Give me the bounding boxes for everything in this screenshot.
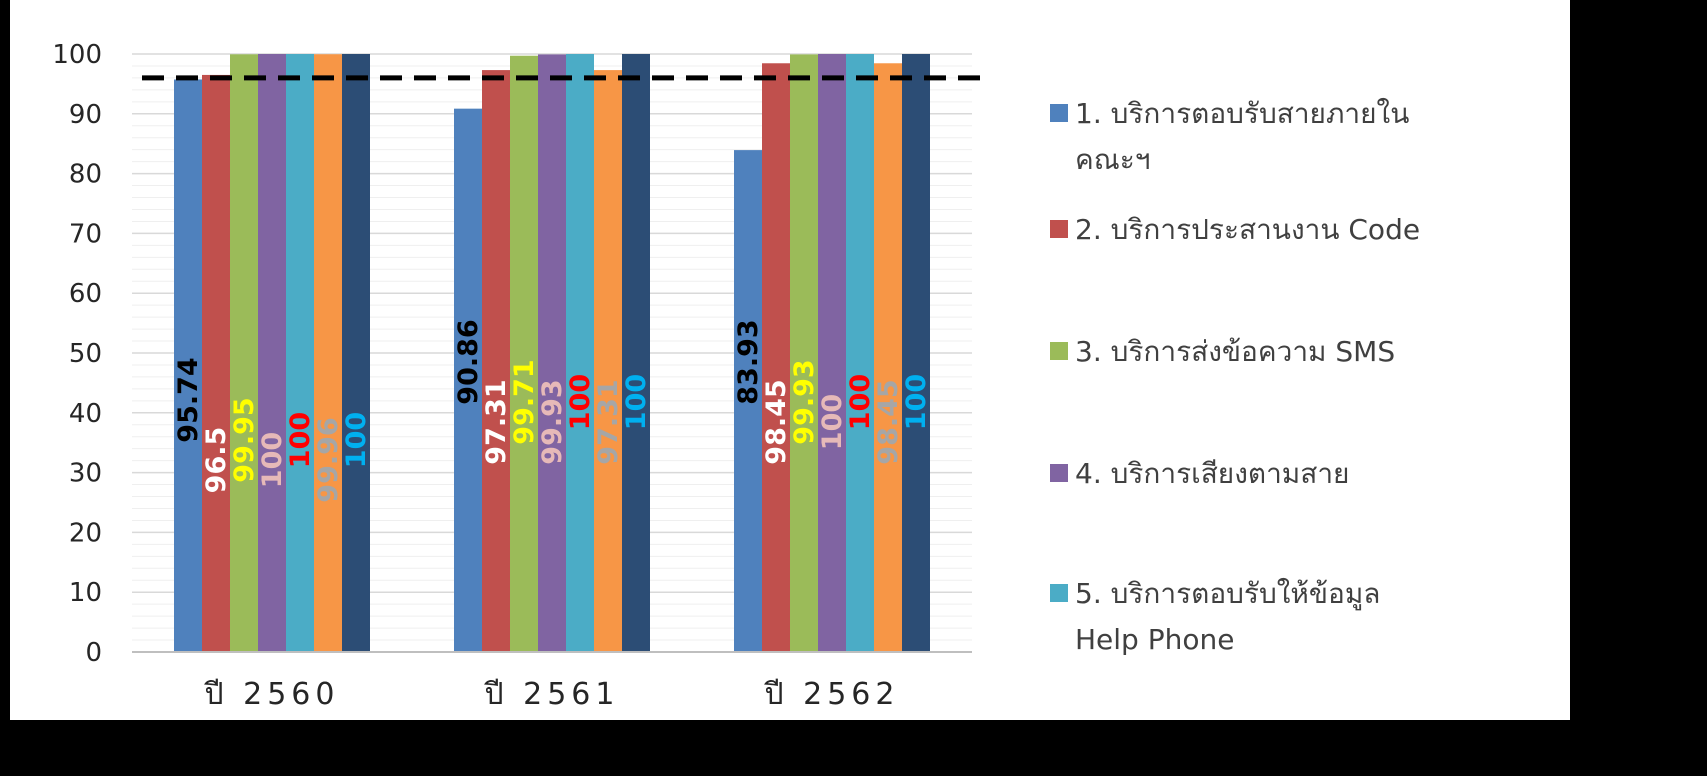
data-label-series-4-cat-2: 99.93 bbox=[537, 379, 568, 464]
legend: 1. บริการตอบรับสายภายใน คณะฯ 2. บริการปร… bbox=[1050, 0, 1570, 720]
bar-series-6-cat-3[interactable] bbox=[874, 63, 902, 653]
data-label-series-7-cat-1: 100 bbox=[341, 412, 372, 468]
y-tick-label: 100 bbox=[52, 40, 102, 70]
bar-series-3-cat-2[interactable] bbox=[510, 55, 538, 653]
data-label-series-6-cat-2: 97.31 bbox=[593, 379, 624, 464]
data-label-series-2-cat-2: 97.31 bbox=[481, 379, 512, 464]
bar-series-6-cat-2[interactable] bbox=[594, 70, 622, 653]
y-tick-label: 90 bbox=[69, 100, 102, 130]
data-label-series-4-cat-3: 100 bbox=[817, 394, 848, 450]
bar-series-2-cat-2[interactable] bbox=[482, 70, 510, 653]
y-tick-label: 10 bbox=[69, 578, 102, 608]
bar-series-3-cat-1[interactable] bbox=[230, 54, 258, 652]
y-tick-label: 40 bbox=[69, 399, 102, 429]
x-category-label: ปี 2561 bbox=[484, 677, 620, 712]
bar-series-4-cat-1[interactable] bbox=[258, 54, 286, 652]
data-label-series-3-cat-1: 99.95 bbox=[229, 397, 260, 482]
bar-series-3-cat-3[interactable] bbox=[790, 54, 818, 653]
data-label-series-6-cat-1: 99.96 bbox=[313, 417, 344, 502]
data-label-series-5-cat-1: 100 bbox=[285, 412, 316, 468]
bar-series-7-cat-3[interactable] bbox=[902, 54, 930, 652]
bar-series-4-cat-2[interactable] bbox=[538, 54, 566, 653]
data-label-series-2-cat-1: 96.5 bbox=[201, 427, 232, 494]
y-tick-label: 70 bbox=[69, 219, 102, 249]
data-label-series-4-cat-1: 100 bbox=[257, 432, 288, 488]
legend-label-1: 1. บริการตอบรับสายภายใน bbox=[1075, 97, 1410, 130]
bar-series-1-cat-1[interactable] bbox=[174, 79, 202, 653]
data-label-series-7-cat-2: 100 bbox=[621, 374, 652, 430]
bar-series-7-cat-1[interactable] bbox=[342, 54, 370, 652]
legend-swatch-5 bbox=[1050, 584, 1068, 602]
chart-panel: 0 10 20 30 40 50 60 70 80 90 100 95.74 96.5 99.95 100… bbox=[10, 0, 1570, 720]
bar-series-6-cat-1[interactable] bbox=[314, 54, 342, 653]
legend-swatch-3 bbox=[1050, 342, 1068, 360]
x-axis-categories: ปี 2560 ปี 2561 ปี 2562 bbox=[204, 677, 900, 712]
bar-series-5-cat-3[interactable] bbox=[846, 54, 874, 652]
bar-series-1-cat-2[interactable] bbox=[454, 108, 482, 652]
legend-label-2: 2. บริการประสานงาน Code bbox=[1075, 213, 1421, 246]
legend-label-4: 4. บริการเสียงตามสาย bbox=[1075, 457, 1350, 490]
legend-label-3: 3. บริการส่งข้อความ SMS bbox=[1075, 335, 1396, 368]
legend-swatch-2 bbox=[1050, 220, 1068, 238]
data-label-series-1-cat-1: 95.74 bbox=[173, 357, 204, 442]
y-tick-label: 0 bbox=[85, 638, 102, 668]
legend-swatch-4 bbox=[1050, 464, 1068, 482]
bar-series-7-cat-2[interactable] bbox=[622, 54, 650, 652]
data-label-series-5-cat-2: 100 bbox=[565, 374, 596, 430]
y-tick-label: 50 bbox=[69, 339, 102, 369]
data-label-series-3-cat-3: 99.93 bbox=[789, 359, 820, 444]
data-labels: 95.7496.599.9510010099.9610090.8697.3199… bbox=[173, 319, 932, 502]
data-label-series-3-cat-2: 99.71 bbox=[509, 359, 540, 444]
data-label-series-7-cat-3: 100 bbox=[901, 374, 932, 430]
y-tick-label: 60 bbox=[69, 279, 102, 309]
bar-series-1-cat-3[interactable] bbox=[734, 150, 762, 652]
legend-label-1-line2: คณะฯ bbox=[1075, 143, 1151, 176]
bars bbox=[174, 54, 930, 653]
data-label-series-1-cat-3: 83.93 bbox=[733, 319, 764, 404]
bar-series-5-cat-2[interactable] bbox=[566, 54, 594, 652]
data-label-series-6-cat-3: 98.45 bbox=[873, 379, 904, 464]
bar-series-2-cat-3[interactable] bbox=[762, 63, 790, 653]
legend-swatch-1 bbox=[1050, 104, 1068, 122]
y-axis-ticks: 0 10 20 30 40 50 60 70 80 90 100 bbox=[52, 40, 102, 668]
y-tick-label: 20 bbox=[69, 518, 102, 548]
x-category-label: ปี 2562 bbox=[764, 677, 900, 712]
legend-label-5-line2: Help Phone bbox=[1075, 623, 1235, 656]
y-tick-label: 30 bbox=[69, 459, 102, 489]
bar-series-4-cat-3[interactable] bbox=[818, 54, 846, 652]
bar-series-2-cat-1[interactable] bbox=[202, 74, 230, 653]
legend-label-5: 5. บริการตอบรับให้ข้อมูล bbox=[1075, 577, 1381, 610]
data-label-series-2-cat-3: 98.45 bbox=[761, 379, 792, 464]
bar-series-5-cat-1[interactable] bbox=[286, 54, 314, 652]
data-label-series-1-cat-2: 90.86 bbox=[453, 319, 484, 404]
data-label-series-5-cat-3: 100 bbox=[845, 374, 876, 430]
x-category-label: ปี 2560 bbox=[204, 677, 340, 712]
y-tick-label: 80 bbox=[69, 160, 102, 190]
